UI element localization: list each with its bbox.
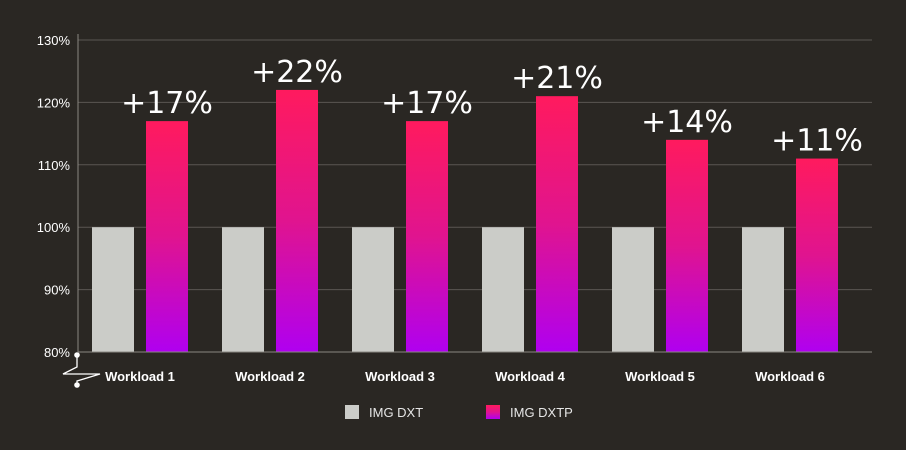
data-label: +17%: [121, 86, 213, 121]
x-category-label: Workload 6: [755, 369, 825, 384]
x-category-label: Workload 4: [495, 369, 566, 384]
legend-item-img-dxtp: IMG DXTP: [486, 405, 573, 420]
data-label: +14%: [641, 105, 733, 140]
data-label: +21%: [511, 61, 603, 96]
bar-img-dxt: [612, 227, 654, 352]
legend: IMG DXT IMG DXTP: [345, 405, 573, 420]
y-axis-ticks: 80% 90% 100% 110% 120% 130%: [37, 33, 71, 360]
data-label: +22%: [251, 55, 343, 90]
x-category-label: Workload 2: [235, 369, 305, 384]
bar-img-dxtp: [276, 89, 318, 353]
legend-swatch: [345, 405, 359, 419]
y-tick-label: 130%: [37, 33, 71, 48]
legend-label: IMG DXT: [369, 405, 423, 420]
x-category-label: Workload 1: [105, 369, 175, 384]
bar-img-dxtp: [666, 139, 708, 352]
legend-swatch: [486, 405, 500, 419]
y-tick-label: 110%: [38, 158, 71, 173]
y-tick-label: 90%: [44, 283, 70, 298]
bar-img-dxt: [222, 227, 264, 352]
y-tick-label: 80%: [44, 345, 70, 360]
y-tick-label: 100%: [37, 220, 71, 235]
grid-lines: [78, 39, 872, 291]
bar-img-dxt: [352, 227, 394, 352]
bar-img-dxtp: [796, 158, 838, 352]
bar-img-dxtp: [406, 121, 448, 353]
bar-img-dxtp: [536, 96, 578, 352]
y-tick-label: 120%: [37, 95, 71, 110]
x-axis-categories: Workload 1 Workload 2 Workload 3 Workload 4…: [105, 369, 825, 384]
bar-img-dxtp: [146, 121, 188, 353]
axis-break-icon: [62, 352, 101, 388]
bar-img-dxt: [92, 227, 134, 352]
legend-item-img-dxt: IMG DXT: [345, 405, 423, 420]
data-label: +11%: [771, 124, 863, 159]
bar-img-dxt: [742, 227, 784, 352]
x-category-label: Workload 3: [365, 369, 435, 384]
bars: [92, 89, 838, 353]
axes: [77, 34, 872, 353]
bar-img-dxt: [482, 227, 524, 352]
data-label: +17%: [381, 86, 473, 121]
legend-label: IMG DXTP: [510, 405, 573, 420]
data-labels: +17% +22% +17% +21% +14% +11%: [121, 55, 863, 159]
x-category-label: Workload 5: [625, 369, 695, 384]
